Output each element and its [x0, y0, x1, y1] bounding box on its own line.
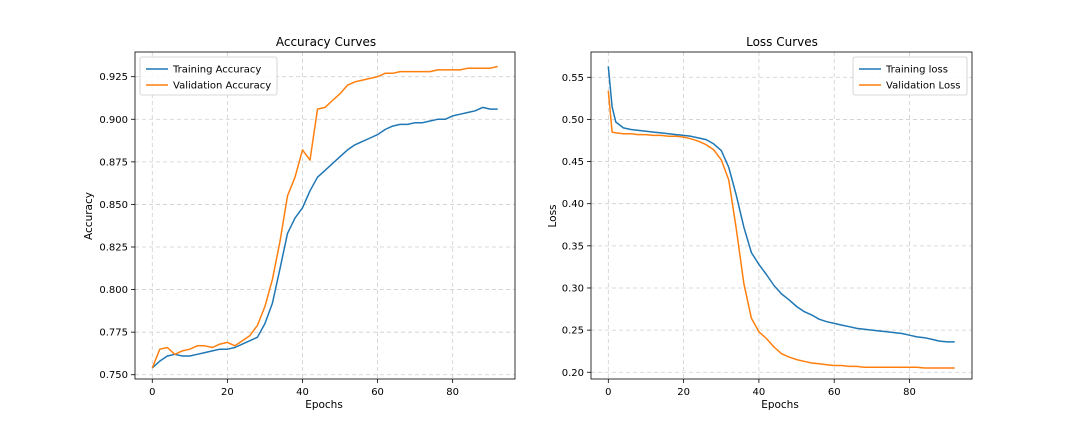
accuracy-y-tick-label: 0.775 — [99, 328, 128, 339]
loss-legend-label: Validation Loss — [886, 81, 961, 92]
accuracy-series-line-training-accuracy — [151, 106, 498, 369]
accuracy-x-tick-label: 0 — [149, 387, 155, 398]
accuracy-y-tick-label: 0.925 — [99, 72, 128, 83]
loss-legend-label: Training loss — [885, 65, 948, 76]
loss-x-tick-label: 40 — [753, 387, 766, 398]
loss-x-axis-label: Epochs — [761, 399, 799, 411]
accuracy-series-line-validation-accuracy — [151, 65, 498, 369]
accuracy-plot-frame — [134, 51, 516, 380]
loss-y-tick-label: 0.35 — [562, 241, 584, 252]
loss-y-axis-label: Loss — [547, 204, 559, 227]
accuracy-x-axis-label: Epochs — [305, 399, 343, 411]
loss-y-tick-label: 0.40 — [562, 199, 584, 210]
accuracy-y-tick-label: 0.750 — [99, 370, 128, 381]
loss-y-tick-label: 0.20 — [562, 368, 584, 379]
loss-x-tick-label: 20 — [677, 387, 690, 398]
accuracy-x-tick-label: 60 — [371, 387, 384, 398]
loss-y-tick-label: 0.45 — [562, 157, 584, 168]
loss-x-tick-label: 0 — [605, 387, 611, 398]
accuracy-y-tick-label: 0.825 — [99, 243, 128, 254]
accuracy-x-tick-label: 80 — [446, 387, 459, 398]
accuracy-legend-label: Training Accuracy — [172, 65, 261, 76]
loss-y-tick-label: 0.30 — [562, 283, 584, 294]
accuracy-y-tick-label: 0.850 — [99, 200, 128, 211]
accuracy-y-axis-label: Accuracy — [83, 192, 95, 240]
loss-series-line-training-loss — [607, 66, 955, 343]
accuracy-y-tick-label: 0.800 — [99, 285, 128, 296]
loss-y-tick-label: 0.25 — [562, 326, 584, 337]
loss-x-tick-label: 60 — [828, 387, 841, 398]
accuracy-x-tick-label: 40 — [296, 387, 309, 398]
loss-y-tick-label: 0.55 — [562, 73, 584, 84]
accuracy-y-tick-label: 0.900 — [99, 115, 128, 126]
accuracy-y-tick-label: 0.875 — [99, 157, 128, 168]
loss-series-line-validation-loss — [607, 90, 955, 369]
accuracy-legend — [139, 56, 278, 96]
loss-chart: 0 20 40 60 80 0.20 0.25 0.30 0.35 0.40 0.45 0.50 0.5… — [547, 35, 973, 411]
loss-plot-frame — [590, 51, 973, 380]
loss-x-tick-label: 80 — [903, 387, 916, 398]
accuracy-chart-title: Accuracy Curves — [276, 35, 376, 49]
loss-y-tick-label: 0.50 — [562, 115, 584, 126]
accuracy-x-tick-label: 20 — [221, 387, 234, 398]
accuracy-legend-label: Validation Accuracy — [173, 81, 271, 92]
accuracy-chart: 0 20 40 60 80 0.750 0.775 0.800 0.825 0.850 0.875 0… — [83, 35, 516, 411]
loss-chart-title: Loss Curves — [746, 35, 818, 49]
loss-legend — [852, 56, 968, 96]
